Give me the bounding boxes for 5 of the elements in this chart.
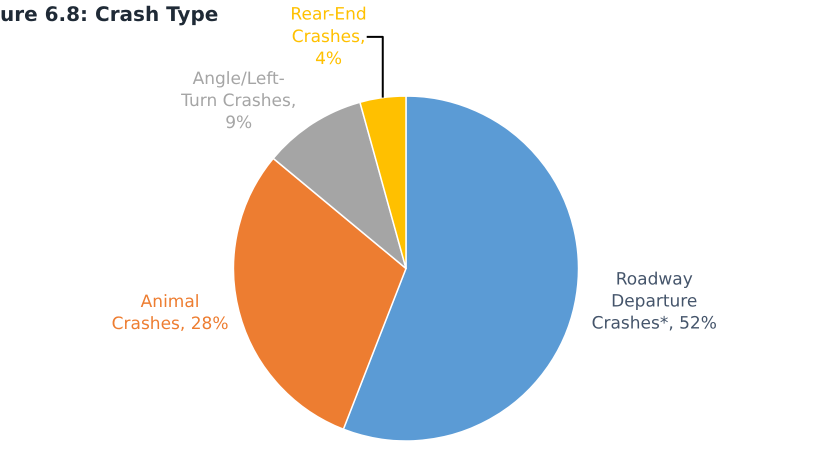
- slice-label: Animal Crashes, 28%: [112, 292, 228, 334]
- chart-title: ure 6.8: Crash Type: [0, 2, 218, 26]
- slice-label: Angle/Left- Turn Crashes, 9%: [180, 68, 296, 134]
- slice-label: Rear-End Crashes, 4%: [290, 4, 367, 69]
- slice-label: Roadway Departure Crashes*, 52%: [592, 269, 717, 334]
